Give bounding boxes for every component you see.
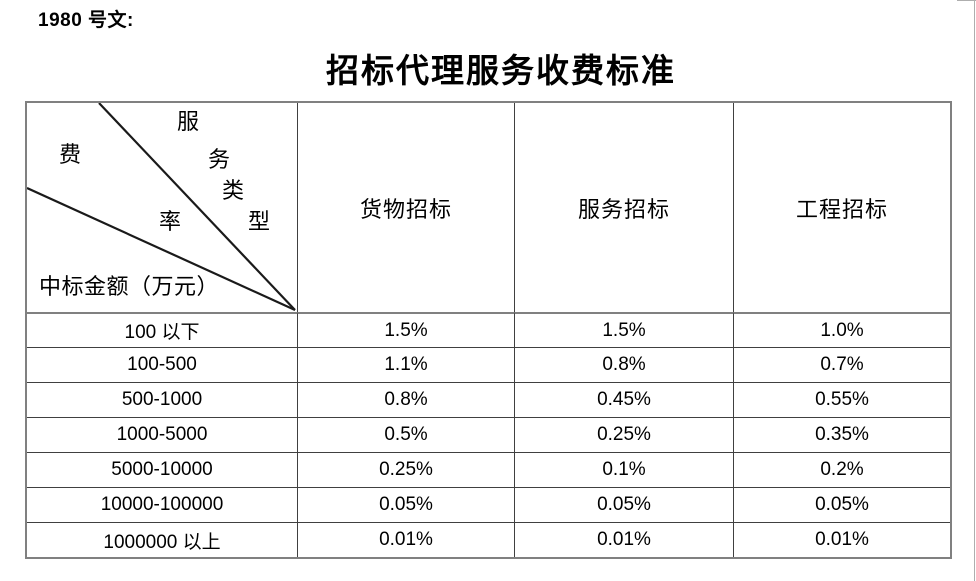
amount-range-cell: 10000-100000 [27,487,297,522]
screenshot-right-edge-line [974,0,975,581]
amount-range-cell: 1000-5000 [27,417,297,452]
rate-cell: 0.8% [514,347,733,382]
fee-standard-table: 费 服 务 类 率 型 中标金额（万元） 货物招标 服务招标 工程招标 100 … [25,101,952,559]
rate-cell: 1.0% [733,312,950,347]
rate-cell: 0.05% [297,487,514,522]
rate-cell: 0.8% [297,382,514,417]
amount-range-cell: 1000000 以上 [27,522,297,557]
corner-header-cell: 费 服 务 类 率 型 中标金额（万元） [27,103,297,312]
corner-label-service-2: 务 [208,147,231,172]
rate-cell: 0.25% [297,452,514,487]
column-header-goods: 货物招标 [297,103,514,312]
amount-range-cell: 100-500 [27,347,297,382]
rate-cell: 0.2% [733,452,950,487]
amount-range-cell: 5000-10000 [27,452,297,487]
corner-label-service-1: 服 [177,109,200,134]
corner-label-service-4: 型 [248,209,271,234]
rate-cell: 0.05% [733,487,950,522]
rate-cell: 0.35% [733,417,950,452]
amount-range-cell: 100 以下 [27,312,297,347]
column-header-services: 服务招标 [514,103,733,312]
rate-cell: 1.5% [514,312,733,347]
rate-cell: 1.5% [297,312,514,347]
corner-label-amount: 中标金额（万元） [39,274,220,299]
diagonal-divider-lines [27,103,296,312]
rate-cell: 1.1% [297,347,514,382]
rate-cell: 0.01% [514,522,733,557]
rate-cell: 0.7% [733,347,950,382]
rate-cell: 0.01% [733,522,950,557]
rate-cell: 0.5% [297,417,514,452]
rate-cell: 0.55% [733,382,950,417]
page-title: 招标代理服务收费标准 [326,54,676,90]
corner-label-fee: 费 [59,142,82,167]
rate-cell: 0.05% [514,487,733,522]
screenshot-top-edge-line [957,0,976,1]
corner-label-service-3: 类 [222,178,245,203]
doc-number-label: 1980 号文: [38,10,134,31]
rate-cell: 0.45% [514,382,733,417]
rate-cell: 0.1% [514,452,733,487]
rate-cell: 0.01% [297,522,514,557]
column-header-engineering: 工程招标 [733,103,950,312]
amount-range-cell: 500-1000 [27,382,297,417]
corner-label-rate: 率 [159,209,182,234]
rate-cell: 0.25% [514,417,733,452]
